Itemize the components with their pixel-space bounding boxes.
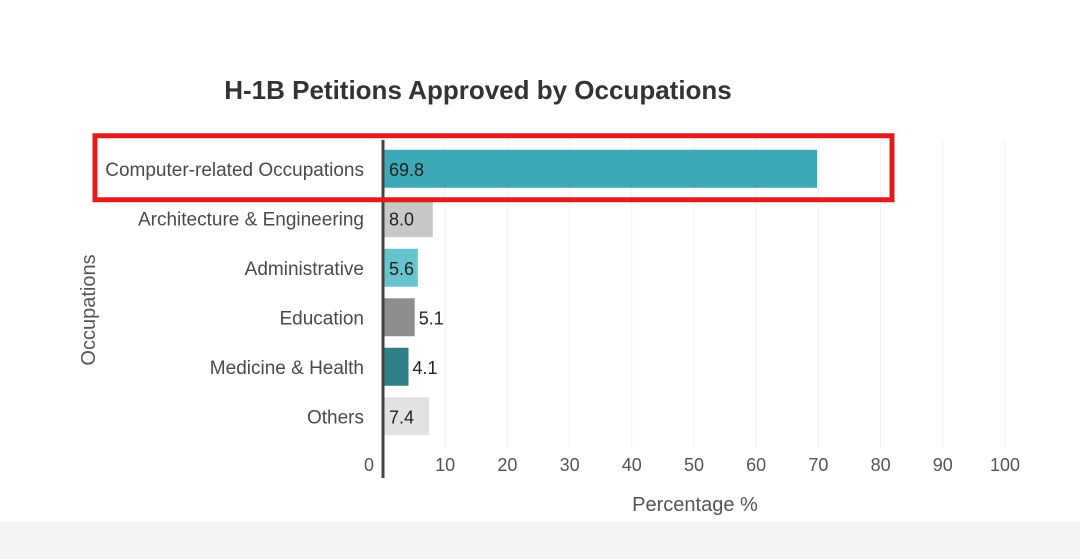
value-label: 8.0 bbox=[389, 209, 414, 229]
value-label: 4.1 bbox=[413, 358, 438, 378]
x-tick-label: 50 bbox=[684, 455, 704, 475]
x-tick-label: 60 bbox=[746, 455, 766, 475]
category-label: Others bbox=[307, 407, 364, 428]
bars bbox=[383, 149, 818, 436]
value-label: 5.1 bbox=[419, 308, 444, 328]
x-tick-label: 80 bbox=[871, 455, 891, 475]
category-label: Architecture & Engineering bbox=[138, 209, 364, 230]
grid bbox=[444, 140, 1006, 448]
x-tick-label: 40 bbox=[622, 455, 642, 475]
x-tick-label: 0 bbox=[364, 455, 374, 475]
bar bbox=[383, 199, 433, 238]
value-label: 69.8 bbox=[389, 160, 424, 180]
x-tick-label: 90 bbox=[933, 455, 953, 475]
y-axis-title: Occupations bbox=[78, 254, 100, 365]
bar bbox=[383, 347, 409, 386]
bar bbox=[383, 248, 418, 287]
category-label: Education bbox=[279, 308, 364, 329]
category-label: Administrative bbox=[245, 259, 364, 280]
category-label: Medicine & Health bbox=[210, 358, 364, 379]
x-tick-label: 20 bbox=[497, 455, 517, 475]
highlight-box bbox=[92, 133, 895, 203]
labels: 0 10 20 30 40 50 60 70 80 90 100 Computer-related O… bbox=[105, 160, 1020, 475]
bar bbox=[383, 397, 430, 436]
x-tick-label: 10 bbox=[435, 455, 455, 475]
bottom-band bbox=[0, 522, 1080, 559]
x-tick-label: 30 bbox=[560, 455, 580, 475]
category-label: Computer-related Occupations bbox=[105, 160, 364, 181]
bar bbox=[383, 298, 415, 337]
chart-title: H-1B Petitions Approved by Occupations bbox=[224, 75, 732, 105]
x-axis-title: Percentage % bbox=[632, 494, 758, 516]
x-tick-label: 100 bbox=[990, 455, 1020, 475]
bar bbox=[383, 149, 818, 188]
x-tick-label: 70 bbox=[808, 455, 828, 475]
value-label: 5.6 bbox=[389, 259, 414, 279]
value-label: 7.4 bbox=[389, 407, 414, 427]
